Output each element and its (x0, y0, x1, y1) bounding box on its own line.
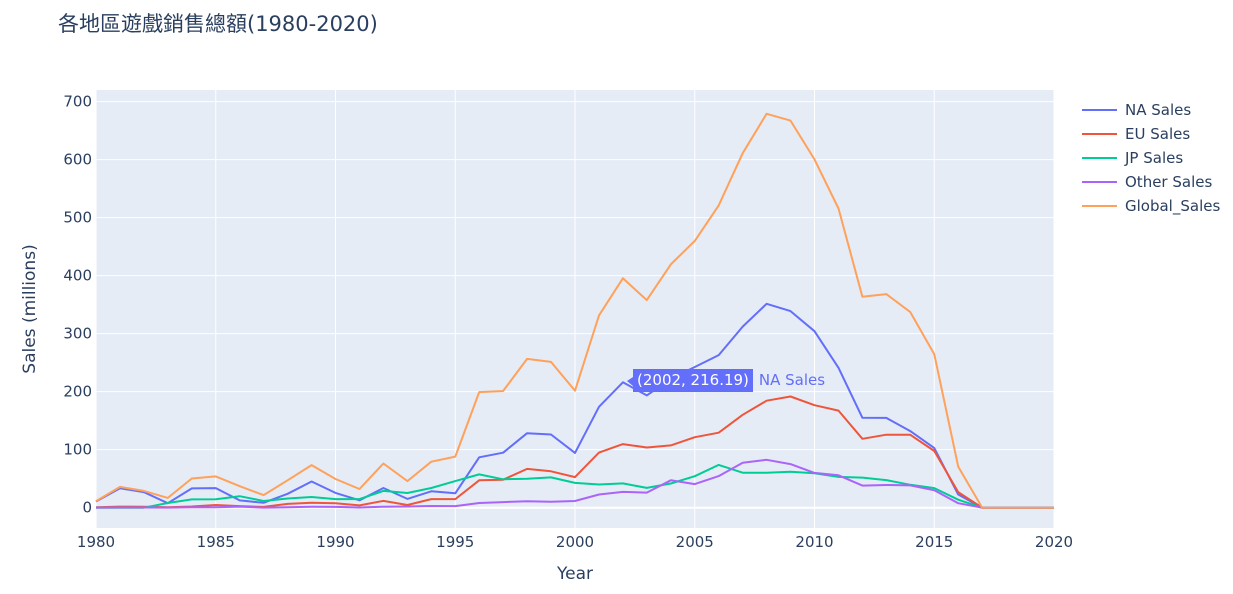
y-tick-label: 100 (63, 441, 92, 459)
series-line-jp-sales[interactable] (96, 463, 1054, 509)
y-tick-label: 500 (63, 209, 92, 227)
y-tick-label: 400 (63, 267, 92, 285)
y-axis-title: Sales (millions) (20, 244, 40, 373)
legend: NA Sales EU Sales JP Sales Other Sales Globa… (1082, 98, 1220, 218)
series-line-na-sales[interactable] (95, 302, 1054, 509)
legend-item-other-sales[interactable]: Other Sales (1082, 170, 1220, 194)
hover-series-label: NA Sales (758, 371, 826, 389)
series-line-other-sales[interactable] (95, 458, 1054, 509)
x-tick-label: 2020 (1035, 533, 1073, 551)
legend-label: Other Sales (1125, 173, 1213, 191)
hover-value-label: (2002, 216.19) (633, 369, 753, 392)
series-line-global-sales[interactable] (95, 112, 1054, 509)
x-tick-label: 1985 (197, 533, 235, 551)
legend-item-na-sales[interactable]: NA Sales (1082, 98, 1220, 122)
x-axis-title: Year (556, 564, 593, 584)
y-tick-label: 0 (82, 499, 92, 517)
y-tick-label: 700 (63, 93, 92, 111)
legend-item-global-sales[interactable]: Global_Sales (1082, 194, 1220, 218)
x-tick-label: 1990 (316, 533, 354, 551)
y-tick-label: 200 (63, 383, 92, 401)
legend-label: JP Sales (1125, 149, 1184, 167)
legend-swatch (1082, 109, 1117, 111)
x-tick-label: 2000 (556, 533, 594, 551)
x-tick-label: 1980 (77, 533, 115, 551)
chart-title: 各地區遊戲銷售總額(1980-2020) (58, 12, 378, 36)
hover-pointer (627, 377, 633, 386)
x-tick-label: 2010 (795, 533, 833, 551)
x-tick-label: 1995 (436, 533, 474, 551)
x-tick-label: 2015 (915, 533, 953, 551)
legend-swatch (1082, 157, 1117, 159)
legend-swatch (1082, 181, 1117, 183)
y-tick-label: 600 (63, 151, 92, 169)
x-tick-label: 2005 (676, 533, 714, 551)
legend-item-eu-sales[interactable]: EU Sales (1082, 122, 1220, 146)
legend-swatch (1082, 205, 1117, 207)
legend-label: Global_Sales (1125, 197, 1221, 215)
y-tick-label: 300 (63, 325, 92, 343)
legend-label: NA Sales (1125, 101, 1192, 119)
legend-item-jp-sales[interactable]: JP Sales (1082, 146, 1220, 170)
legend-label: EU Sales (1125, 125, 1191, 143)
legend-swatch (1082, 133, 1117, 135)
hover-tooltip: (2002, 216.19) NA Sales (633, 369, 825, 392)
